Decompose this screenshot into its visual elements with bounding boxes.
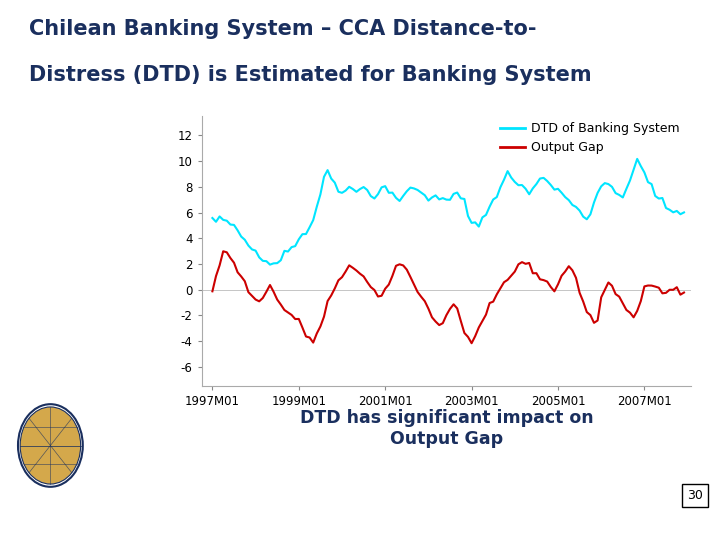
Text: DTD has significant impact on
Output Gap: DTD has significant impact on Output Gap: [300, 409, 593, 448]
Text: Distress (DTD) is Estimated for Banking System: Distress (DTD) is Estimated for Banking …: [29, 65, 591, 85]
Text: Chilean Banking System – CCA Distance-to-: Chilean Banking System – CCA Distance-to…: [29, 19, 536, 39]
Legend: DTD of Banking System, Output Gap: DTD of Banking System, Output Gap: [495, 117, 685, 159]
Text: 30: 30: [687, 489, 703, 502]
Circle shape: [20, 407, 81, 484]
